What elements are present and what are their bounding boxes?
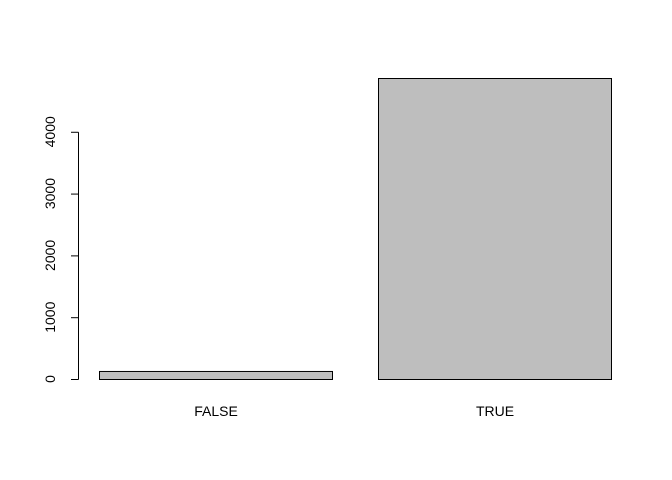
bar-false xyxy=(99,370,333,380)
x-axis-labels: FALSE TRUE xyxy=(194,403,514,419)
y-tick-label: 2000 xyxy=(42,240,58,271)
y-tick-label: 0 xyxy=(42,375,58,383)
y-tick-label: 3000 xyxy=(42,178,58,209)
bar-true xyxy=(378,78,612,380)
y-tick-label: 4000 xyxy=(42,116,58,147)
y-axis: 0 1000 2000 3000 4000 xyxy=(42,116,79,383)
bars-group xyxy=(99,78,612,380)
x-category-label-false: FALSE xyxy=(194,403,238,419)
y-tick-label: 1000 xyxy=(42,301,58,332)
x-category-label-true: TRUE xyxy=(476,403,514,419)
